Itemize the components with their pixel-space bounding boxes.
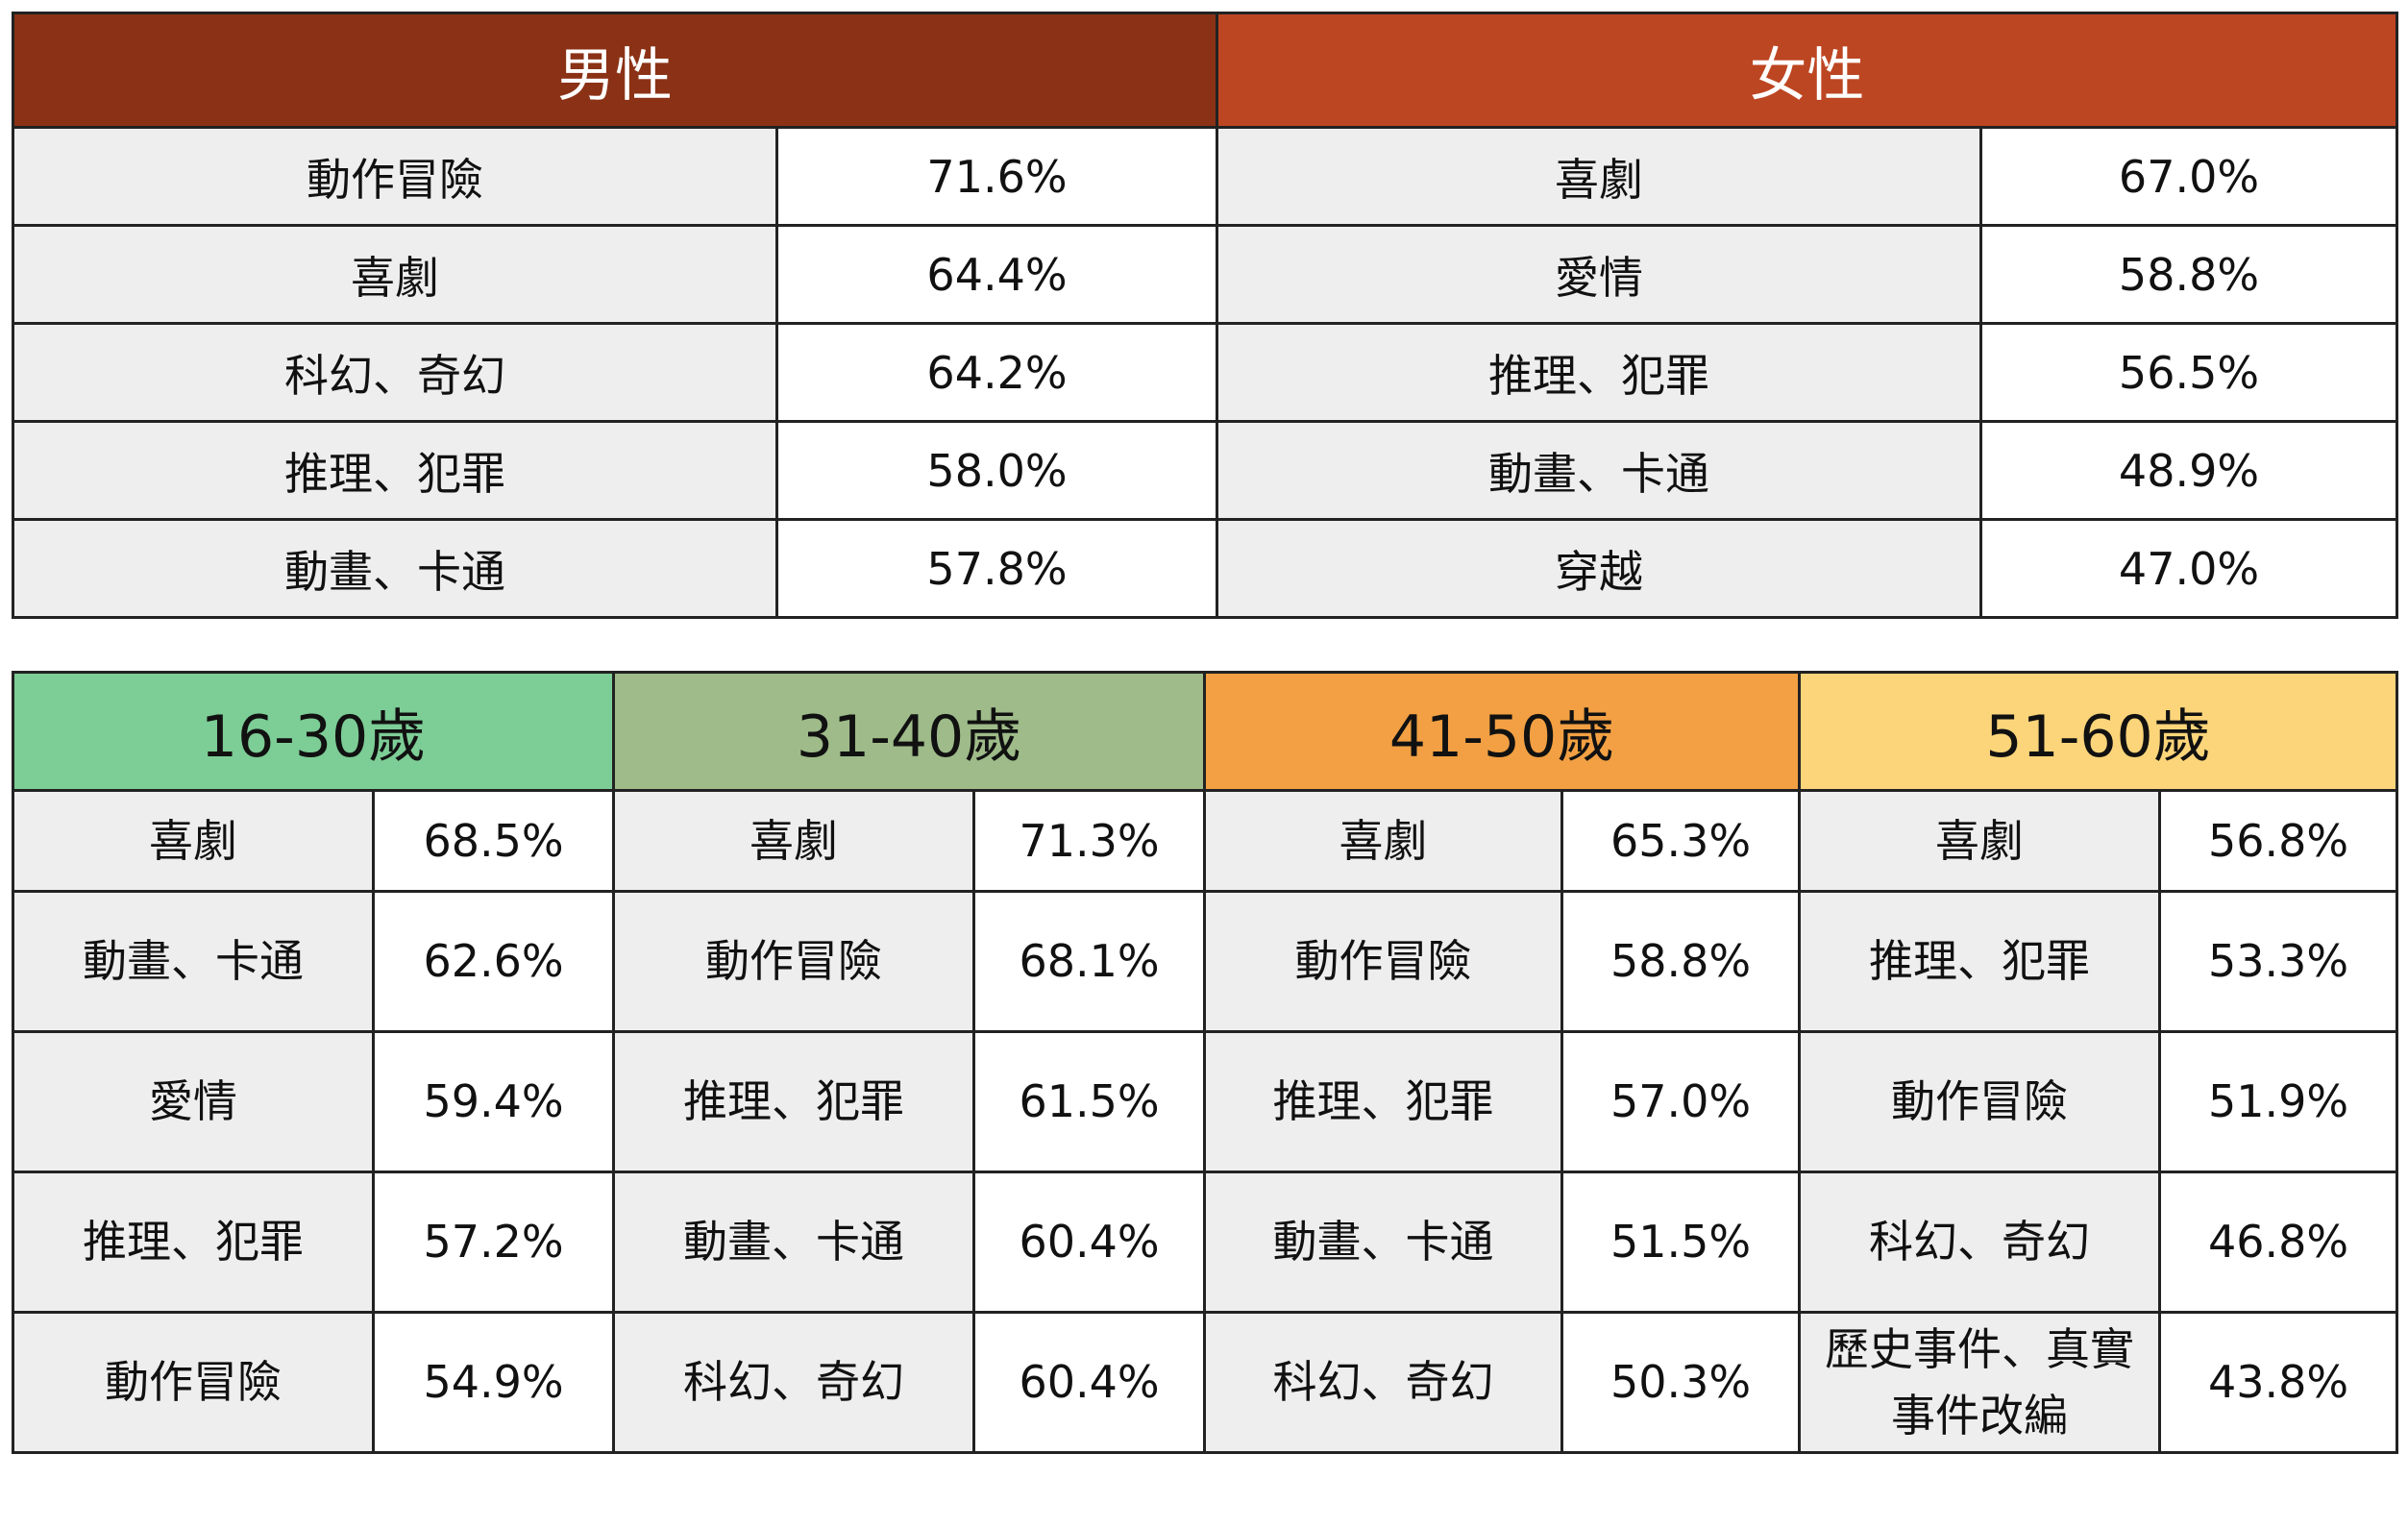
genre-percentage: 68.5% <box>371 789 616 893</box>
genre-percentage: 56.5% <box>1979 322 2398 423</box>
group-header-31-40: 31-40歲 <box>612 671 1207 792</box>
genre-percentage: 60.4% <box>972 1311 1207 1454</box>
genre-percentage: 58.8% <box>1560 890 1802 1033</box>
group-header-41-50: 41-50歲 <box>1203 671 1802 792</box>
table-row: 動作冒險 71.6% 喜劇 67.0% <box>12 126 2398 227</box>
genre-percentage: 56.8% <box>2158 789 2399 893</box>
table-row: 推理、犯罪 57.2% 動畫、卡通 60.4% 動畫、卡通 51.5% 科幻、奇幻 46.8% <box>12 1171 2399 1314</box>
genre-label: 喜劇 <box>12 224 778 325</box>
genre-label: 推理、犯罪 <box>612 1030 976 1173</box>
group-header-female: 女性 <box>1216 12 2398 129</box>
genre-percentage: 51.9% <box>2158 1030 2399 1173</box>
genre-percentage: 62.6% <box>371 890 616 1033</box>
table-row: 科幻、奇幻 64.2% 推理、犯罪 56.5% <box>12 322 2398 423</box>
genre-label: 推理、犯罪 <box>12 1171 375 1314</box>
genre-label: 動作冒險 <box>612 890 976 1033</box>
genre-percentage: 50.3% <box>1560 1311 1802 1454</box>
genre-percentage: 53.3% <box>2158 890 2399 1033</box>
genre-label: 推理、犯罪 <box>1798 890 2162 1033</box>
table-row: 動作冒險 54.9% 科幻、奇幻 60.4% 科幻、奇幻 50.3% 歷史事件、真實 事件改編… <box>12 1311 2399 1454</box>
table-row: 推理、犯罪 58.0% 動畫、卡通 48.9% <box>12 420 2398 521</box>
genre-percentage: 64.4% <box>775 224 1218 325</box>
genre-label: 動畫、卡通 <box>1203 1171 1564 1314</box>
genre-label: 愛情 <box>12 1030 375 1173</box>
genre-percentage: 58.0% <box>775 420 1218 521</box>
table-row: 動畫、卡通 57.8% 穿越 47.0% <box>12 518 2398 619</box>
genre-label: 動畫、卡通 <box>12 518 778 619</box>
genre-label-line: 歷史事件、真實 <box>1825 1322 2135 1375</box>
genre-label-line: 事件改編 <box>1891 1389 2069 1442</box>
genre-label: 歷史事件、真實 事件改編 <box>1798 1311 2162 1454</box>
genre-label: 科幻、奇幻 <box>1798 1171 2162 1314</box>
genre-label: 動作冒險 <box>1798 1030 2162 1173</box>
genre-percentage: 59.4% <box>371 1030 616 1173</box>
genre-label: 動作冒險 <box>1203 890 1564 1033</box>
genre-label: 動畫、卡通 <box>612 1171 976 1314</box>
genre-label: 喜劇 <box>1203 789 1564 893</box>
genre-label: 穿越 <box>1216 518 1982 619</box>
genre-label: 科幻、奇幻 <box>12 322 778 423</box>
genre-percentage: 71.6% <box>775 126 1218 227</box>
genre-percentage: 64.2% <box>775 322 1218 423</box>
genre-percentage: 60.4% <box>972 1171 1207 1314</box>
genre-percentage: 57.0% <box>1560 1030 1802 1173</box>
genre-percentage: 71.3% <box>972 789 1207 893</box>
genre-percentage: 58.8% <box>1979 224 2398 325</box>
genre-percentage: 43.8% <box>2158 1311 2399 1454</box>
age-genre-table: 16-30歲 31-40歲 41-50歲 51-60歲 喜劇 68.5% 喜劇 71.… <box>11 671 2399 1454</box>
table-row: 動畫、卡通 62.6% 動作冒險 68.1% 動作冒險 58.8% 推理、犯罪 53.3% <box>12 890 2399 1033</box>
genre-percentage: 47.0% <box>1979 518 2398 619</box>
genre-percentage: 61.5% <box>972 1030 1207 1173</box>
genre-label: 動畫、卡通 <box>12 890 375 1033</box>
table-row: 愛情 59.4% 推理、犯罪 61.5% 推理、犯罪 57.0% 動作冒險 51.9% <box>12 1030 2399 1173</box>
genre-percentage: 48.9% <box>1979 420 2398 521</box>
genre-label: 動畫、卡通 <box>1216 420 1982 521</box>
genre-percentage: 46.8% <box>2158 1171 2399 1314</box>
genre-label: 推理、犯罪 <box>12 420 778 521</box>
genre-label: 動作冒險 <box>12 1311 375 1454</box>
genre-percentage: 65.3% <box>1560 789 1802 893</box>
genre-percentage: 57.8% <box>775 518 1218 619</box>
genre-percentage: 68.1% <box>972 890 1207 1033</box>
genre-label: 喜劇 <box>12 789 375 893</box>
genre-percentage: 51.5% <box>1560 1171 1802 1314</box>
group-header-51-60: 51-60歲 <box>1798 671 2399 792</box>
genre-percentage: 57.2% <box>371 1171 616 1314</box>
table-row: 喜劇 64.4% 愛情 58.8% <box>12 224 2398 325</box>
table-row: 喜劇 68.5% 喜劇 71.3% 喜劇 65.3% 喜劇 56.8% <box>12 789 2399 893</box>
genre-label: 科幻、奇幻 <box>1203 1311 1564 1454</box>
genre-percentage: 67.0% <box>1979 126 2398 227</box>
genre-label: 喜劇 <box>612 789 976 893</box>
genre-label: 推理、犯罪 <box>1203 1030 1564 1173</box>
group-header-male: 男性 <box>12 12 1218 129</box>
group-header-16-30: 16-30歲 <box>11 671 616 792</box>
genre-label: 愛情 <box>1216 224 1982 325</box>
genre-label: 動作冒險 <box>12 126 778 227</box>
genre-percentage: 54.9% <box>371 1311 616 1454</box>
genre-label: 喜劇 <box>1216 126 1982 227</box>
gender-genre-table: 男性 女性 動作冒險 71.6% 喜劇 67.0% 喜劇 64.4% 愛情 58.8% 科幻、奇… <box>12 12 2398 619</box>
genre-label: 喜劇 <box>1798 789 2162 893</box>
genre-label: 推理、犯罪 <box>1216 322 1982 423</box>
genre-label: 科幻、奇幻 <box>612 1311 976 1454</box>
